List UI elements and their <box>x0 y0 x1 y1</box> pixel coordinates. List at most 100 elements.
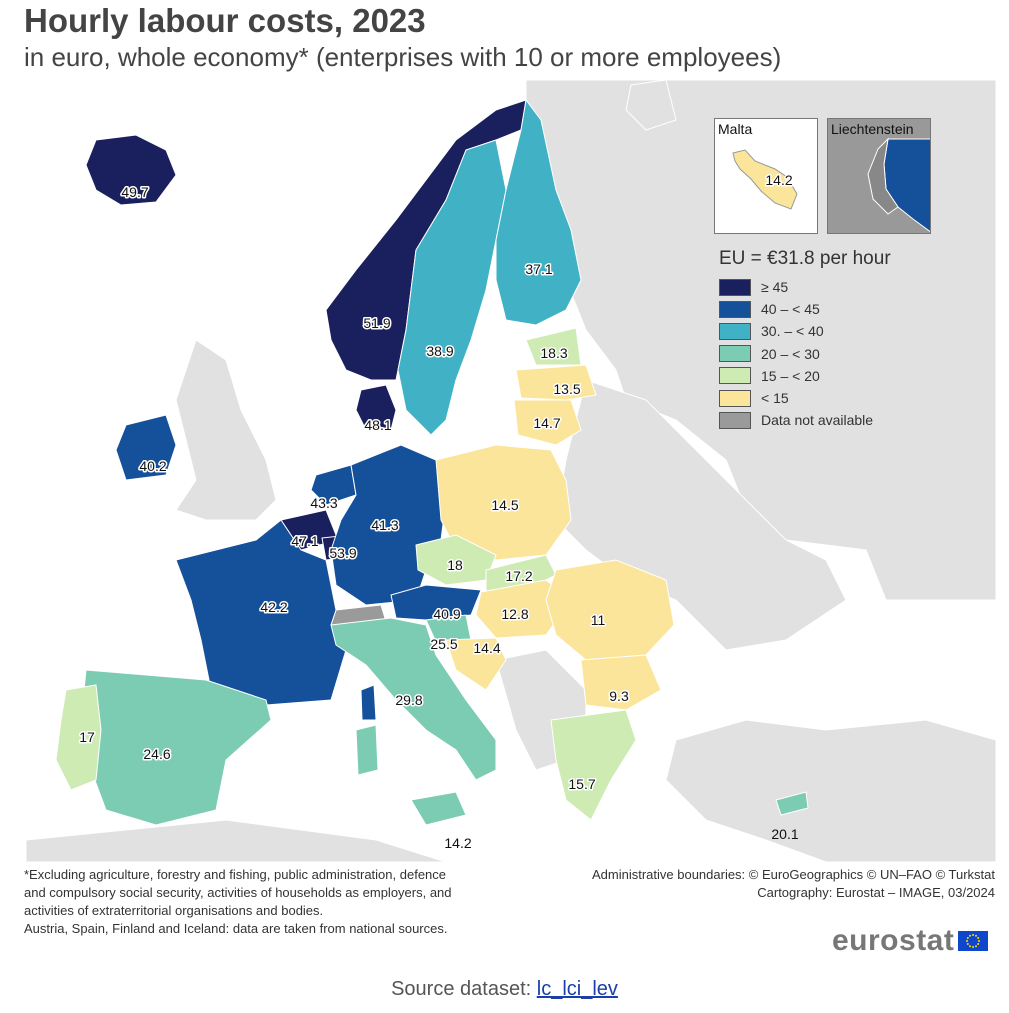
legend-item: Data not available <box>719 409 969 431</box>
footnote-line: and compulsory social security, activiti… <box>24 885 452 900</box>
value-label-france: 42.2 <box>260 599 287 615</box>
legend-label: 15 – < 20 <box>761 367 820 384</box>
svalbard-land <box>625 80 677 131</box>
credits-cartography: Cartography: Eurostat – IMAGE, 03/2024 <box>757 885 995 900</box>
legend-item: 20 – < 30 <box>719 343 969 365</box>
value-label-slovenia: 25.5 <box>430 636 457 652</box>
value-label-netherlands: 43.3 <box>310 495 337 511</box>
finland-region <box>495 98 582 326</box>
legend-item: 30. – < 40 <box>719 320 969 342</box>
value-label-luxembourg: 53.9 <box>329 545 356 561</box>
legend-item: ≥ 45 <box>719 276 969 298</box>
legend-item: 15 – < 20 <box>719 365 969 387</box>
source-dataset-link[interactable]: lc_lci_lev <box>536 978 618 1000</box>
croatia-region <box>445 637 507 691</box>
map-legend: EU = €31.8 per hour ≥ 45 40 – < 45 30. –… <box>719 248 969 431</box>
hungary-region <box>475 579 572 639</box>
footnote-line: *Excluding agriculture, forestry and fis… <box>24 867 447 882</box>
eu-flag-icon <box>958 931 989 951</box>
legend-label: < 15 <box>761 390 789 407</box>
footnote-line: activities of extraterritorial organisat… <box>24 903 324 918</box>
value-label-norway: 51.9 <box>363 315 390 331</box>
lithuania-region <box>513 399 582 446</box>
value-label-spain: 24.6 <box>143 746 170 762</box>
footnote-line: Austria, Spain, Finland and Iceland: dat… <box>24 921 448 936</box>
poland-region <box>435 444 572 561</box>
malta-inset: Malta 14.2 <box>714 118 818 234</box>
value-label-belgium: 47.1 <box>291 533 318 549</box>
value-label-greece: 15.7 <box>568 776 595 792</box>
italy-region <box>330 617 497 781</box>
malta-inset-map: 14.2 <box>732 149 798 210</box>
liechtenstein-border-area <box>867 137 899 215</box>
north-africa-land <box>26 819 447 862</box>
value-label-slovakia: 17.2 <box>505 568 532 584</box>
value-label-croatia: 14.4 <box>473 640 500 656</box>
value-label-czechia: 18 <box>447 557 463 573</box>
value-label-cyprus: 20.1 <box>771 826 798 842</box>
legend-swatch <box>719 367 751 385</box>
value-label-iceland: 49.7 <box>121 184 148 200</box>
liechtenstein-inset-title: Liechtenstein <box>831 121 914 137</box>
legend-item: < 15 <box>719 387 969 409</box>
value-label-germany: 41.3 <box>371 517 398 533</box>
sicily-region <box>410 791 467 826</box>
corsica-region <box>360 684 377 721</box>
source-label: Source dataset: <box>391 978 537 1000</box>
uk-land <box>175 339 277 521</box>
footnote: *Excluding agriculture, forestry and fis… <box>24 866 524 938</box>
value-label-bulgaria: 9.3 <box>609 688 629 704</box>
map-title: Hourly labour costs, 2023 <box>24 2 426 39</box>
malta-region <box>732 149 798 210</box>
turkey-land <box>665 719 996 862</box>
portugal-region <box>55 684 102 791</box>
value-label-sweden: 38.9 <box>426 343 453 359</box>
eurostat-logo: eurostat <box>832 924 989 958</box>
malta-inset-value: 14.2 <box>765 172 792 188</box>
legend-label: Data not available <box>761 412 874 429</box>
liechtenstein-inset: Liechtenstein <box>827 118 931 234</box>
sardinia-region <box>355 724 379 776</box>
legend-swatch <box>719 411 751 429</box>
value-label-romania: 11 <box>591 612 606 628</box>
denmark-region <box>355 384 397 431</box>
value-label-portugal: 17 <box>79 729 95 745</box>
source-dataset: Source dataset: lc_lci_lev <box>0 978 1009 1001</box>
value-label-lithuania: 14.7 <box>533 415 560 431</box>
legend-swatch <box>719 389 751 407</box>
value-label-italy: 29.8 <box>395 692 422 708</box>
netherlands-region <box>310 464 357 506</box>
iceland-region <box>85 134 177 206</box>
latvia-region <box>515 364 597 401</box>
value-label-denmark: 48.1 <box>364 417 391 433</box>
value-label-estonia: 18.3 <box>540 345 567 361</box>
legend-label: 20 – < 30 <box>761 345 820 362</box>
logo-text: eurostat <box>832 924 955 957</box>
legend-swatch <box>719 345 751 363</box>
malta-inset-title: Malta <box>718 121 753 137</box>
value-label-malta: 14.2 <box>444 835 471 851</box>
value-label-hungary: 12.8 <box>501 606 528 622</box>
bulgaria-region <box>580 654 662 711</box>
credits: Administrative boundaries: © EuroGeograp… <box>592 866 995 902</box>
sweden-region <box>397 139 507 436</box>
legend-item: 40 – < 45 <box>719 298 969 320</box>
legend-swatch <box>719 278 751 296</box>
greece-region <box>550 709 637 821</box>
credits-boundaries: Administrative boundaries: © EuroGeograp… <box>591 867 995 882</box>
legend-title: EU = €31.8 per hour <box>719 248 891 269</box>
legend-swatch <box>719 322 751 340</box>
belarus-ukraine-land <box>555 379 847 651</box>
liechtenstein-region <box>883 138 930 233</box>
legend-label: 40 – < 45 <box>761 301 820 318</box>
legend-swatch <box>719 300 751 318</box>
cyprus-region <box>775 791 809 816</box>
value-label-latvia: 13.5 <box>553 381 580 397</box>
value-label-ireland: 40.2 <box>139 458 166 474</box>
liechtenstein-inset-map <box>867 137 930 233</box>
value-label-poland: 14.5 <box>491 497 518 513</box>
austria-region <box>390 584 482 621</box>
value-label-finland: 37.1 <box>525 261 552 277</box>
legend-label: ≥ 45 <box>761 279 789 296</box>
value-label-austria: 40.9 <box>433 606 460 622</box>
